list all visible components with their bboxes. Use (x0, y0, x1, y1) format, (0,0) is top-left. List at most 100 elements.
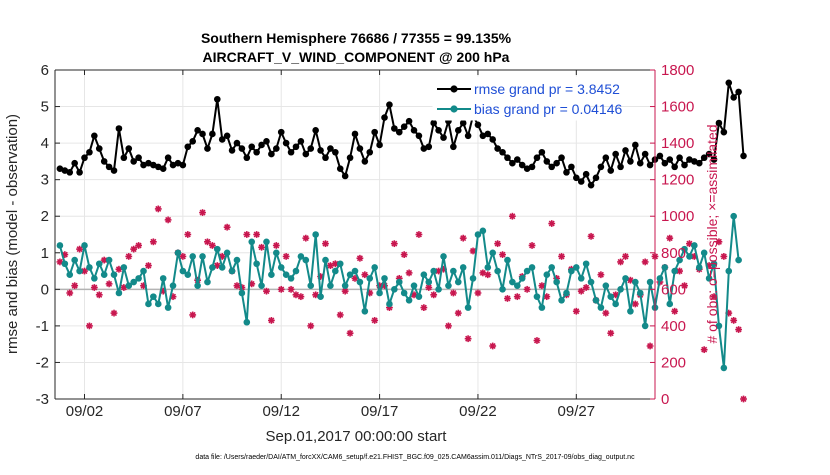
y-tick-label: 1 (41, 245, 49, 262)
obs-marker-stroke (150, 238, 157, 245)
rmse-point (243, 154, 251, 162)
obs-marker-stroke (455, 310, 462, 317)
obs-marker-stroke (425, 284, 432, 291)
bias-point (95, 260, 103, 268)
rmse-point (110, 167, 118, 174)
rmse-point (568, 163, 575, 171)
rmse-point (720, 128, 728, 136)
bias-point (189, 253, 197, 260)
bias-point (612, 300, 619, 308)
rmse-point (204, 145, 211, 152)
rmse-point (509, 159, 516, 167)
obs-assimilated-point (425, 284, 433, 291)
obs-marker-stroke (224, 224, 231, 231)
obs-assimilated-point (302, 234, 310, 242)
obs-marker-stroke (548, 220, 555, 227)
obs-marker-stroke (415, 231, 422, 238)
legend: rmse grand pr = 3.8452 bias grand pr = 0… (432, 76, 622, 121)
obs-marker-stroke (189, 311, 196, 318)
rmse-point (602, 154, 610, 162)
obs-assimilated-point (263, 287, 270, 295)
bias-point (715, 322, 723, 330)
obs-marker-stroke (430, 291, 437, 298)
bias-point (720, 364, 728, 372)
bias-point (430, 267, 437, 275)
bias-point (194, 282, 201, 289)
rmse-point (76, 169, 83, 176)
rmse-point (582, 170, 590, 178)
bias-point (248, 238, 256, 246)
rmse-point (504, 154, 511, 162)
bias-point (435, 286, 442, 293)
obs-assimilated-point (307, 322, 315, 330)
obs-assimilated-point (189, 311, 197, 319)
bias-point (587, 278, 595, 286)
obs-marker-stroke (671, 308, 678, 315)
bias-point (238, 289, 246, 297)
obs-marker-stroke (96, 291, 103, 298)
bias-point (622, 275, 629, 282)
rmse-point (617, 163, 624, 171)
bias-point (164, 304, 172, 311)
rmse-point (573, 174, 580, 182)
rmse-point (253, 148, 260, 156)
obs-marker-stroke (597, 271, 604, 278)
bias-point (361, 307, 369, 315)
obs-marker-stroke (460, 235, 467, 242)
bias-point (420, 271, 428, 279)
obs-marker-stroke (533, 337, 540, 344)
rmse-point (494, 145, 501, 152)
obs-assimilated-point (405, 269, 413, 277)
bias-point (543, 271, 551, 279)
obs-marker-stroke (337, 311, 344, 318)
rmse-point (715, 119, 723, 127)
obs-marker-stroke (297, 293, 304, 300)
bias-point (656, 275, 664, 282)
bias-point (159, 275, 167, 282)
rmse-point (405, 117, 413, 125)
obs-marker-stroke (170, 293, 177, 300)
rmse-point (464, 132, 472, 140)
obs-marker-stroke (632, 300, 639, 307)
rmse-point (695, 159, 703, 167)
obs-assimilated-point (671, 307, 679, 315)
obs-assimilated-point (125, 253, 133, 260)
rmse-point (607, 167, 615, 174)
obs-assimilated-point (199, 209, 206, 216)
chart-subtitle: AIRCRAFT_V_WIND_COMPONENT @ 200 hPa (203, 49, 510, 65)
bias-point (538, 304, 546, 311)
obs-marker-stroke (165, 216, 172, 223)
rmse-point (543, 158, 551, 165)
obs-assimilated-point (149, 238, 157, 246)
rmse-point (376, 141, 383, 149)
obs-assimilated-point (631, 300, 639, 308)
y2-tick-label: 1400 (661, 135, 694, 152)
bias-point (730, 212, 737, 220)
rmse-point (189, 137, 197, 145)
obs-assimilated-point (548, 220, 556, 227)
axes-layer: -3 -2 -1 0 1 2 3 4 5 6 0 200 400 600 800 1000 1200 1400 16… (36, 62, 695, 420)
y2-axis-label: # of obs: o=possible; ×=assimilated (704, 124, 720, 343)
rmse-point (341, 172, 349, 180)
obs-marker-stroke (278, 286, 285, 293)
bias-point (479, 227, 487, 235)
rmse-point (346, 154, 354, 162)
obs-assimilated-point (356, 254, 364, 262)
obs-assimilated-point (587, 232, 595, 240)
rmse-point (548, 163, 556, 171)
y-tick-label: 5 (41, 99, 49, 116)
rmse-point (125, 145, 133, 152)
bias-point (400, 289, 408, 297)
obs-assimilated-point (715, 238, 723, 246)
obs-marker-stroke (543, 293, 550, 300)
rmse-point (592, 174, 600, 182)
bias-point (233, 256, 241, 264)
legend-bias-marker (450, 105, 458, 113)
bias-point (253, 260, 260, 268)
bias-point (317, 293, 324, 300)
rmse-point (622, 147, 629, 154)
rmse-point (327, 145, 334, 152)
rmse-point (597, 163, 605, 171)
obs-marker-stroke (101, 257, 108, 264)
bias-point (336, 260, 344, 268)
